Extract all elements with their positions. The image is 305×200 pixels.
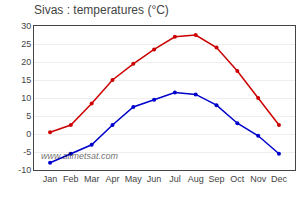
svg-text:25: 25	[21, 39, 31, 49]
svg-text:Sivas : temperatures (°C): Sivas : temperatures (°C)	[34, 3, 169, 17]
svg-text:-10: -10	[18, 165, 31, 175]
svg-text:Jun: Jun	[147, 174, 162, 184]
svg-text:Oct: Oct	[230, 174, 245, 184]
svg-text:Aug: Aug	[188, 174, 204, 184]
svg-text:www.allmetsat.com: www.allmetsat.com	[41, 151, 119, 161]
svg-text:10: 10	[21, 93, 31, 103]
svg-text:-5: -5	[23, 147, 31, 157]
svg-text:Jul: Jul	[169, 174, 181, 184]
svg-text:5: 5	[26, 111, 31, 121]
svg-text:20: 20	[21, 57, 31, 67]
svg-text:May: May	[125, 174, 143, 184]
svg-text:Apr: Apr	[105, 174, 119, 184]
svg-text:30: 30	[21, 21, 31, 31]
svg-text:Feb: Feb	[63, 174, 79, 184]
svg-text:Mar: Mar	[84, 174, 100, 184]
svg-text:0: 0	[26, 129, 31, 139]
svg-text:Nov: Nov	[250, 174, 267, 184]
svg-text:Dec: Dec	[271, 174, 288, 184]
svg-text:Sep: Sep	[209, 174, 225, 184]
svg-text:Jan: Jan	[43, 174, 58, 184]
svg-text:15: 15	[21, 75, 31, 85]
